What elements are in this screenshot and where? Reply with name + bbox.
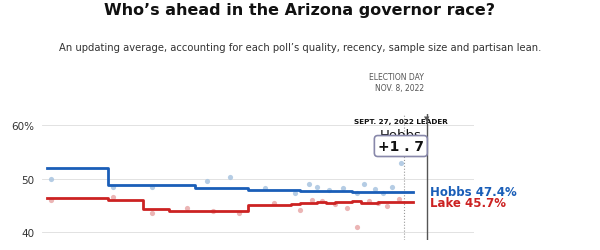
Point: [307, 198, 317, 202]
Point: [203, 180, 212, 184]
Text: Lake 45.7%: Lake 45.7%: [430, 196, 506, 209]
Point: [147, 185, 157, 189]
Point: [109, 196, 118, 200]
Point: [325, 188, 334, 192]
Point: [388, 185, 397, 189]
Point: [379, 192, 388, 196]
Point: [313, 185, 322, 189]
Text: SEPT. 27, 2022 LEADER: SEPT. 27, 2022 LEADER: [354, 119, 448, 125]
Point: [396, 161, 406, 165]
Point: [382, 204, 392, 208]
Text: ELECTION DAY
NOV. 8, 2022: ELECTION DAY NOV. 8, 2022: [369, 72, 424, 92]
Point: [342, 206, 352, 210]
Point: [317, 199, 327, 203]
Text: Hobbs: Hobbs: [380, 128, 422, 141]
Point: [304, 182, 313, 186]
Point: [147, 212, 157, 216]
Point: [208, 209, 218, 213]
Text: +1 . 7: +1 . 7: [378, 140, 424, 153]
Point: [182, 206, 191, 210]
Text: Who’s ahead in the Arizona governor race?: Who’s ahead in the Arizona governor race…: [104, 2, 496, 18]
Point: [226, 176, 235, 180]
Point: [338, 186, 348, 190]
Point: [46, 177, 56, 181]
Point: [394, 197, 404, 201]
Point: [109, 185, 118, 189]
Point: [295, 208, 305, 212]
Point: [260, 186, 270, 190]
Point: [234, 212, 244, 216]
Text: An updating average, accounting for each poll’s quality, recency, sample size an: An updating average, accounting for each…: [59, 42, 541, 52]
Text: ▼: ▼: [424, 116, 430, 122]
Point: [373, 201, 383, 205]
Point: [269, 201, 278, 205]
Point: [359, 182, 369, 186]
Point: [290, 191, 299, 195]
Point: [330, 202, 340, 206]
Text: Hobbs 47.4%: Hobbs 47.4%: [430, 185, 517, 198]
Point: [370, 188, 380, 192]
Point: [352, 225, 362, 229]
Point: [365, 199, 374, 203]
Point: [46, 198, 56, 202]
Point: [352, 191, 362, 195]
